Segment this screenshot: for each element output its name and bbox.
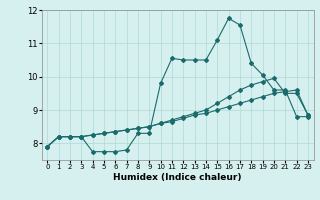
X-axis label: Humidex (Indice chaleur): Humidex (Indice chaleur) xyxy=(113,173,242,182)
